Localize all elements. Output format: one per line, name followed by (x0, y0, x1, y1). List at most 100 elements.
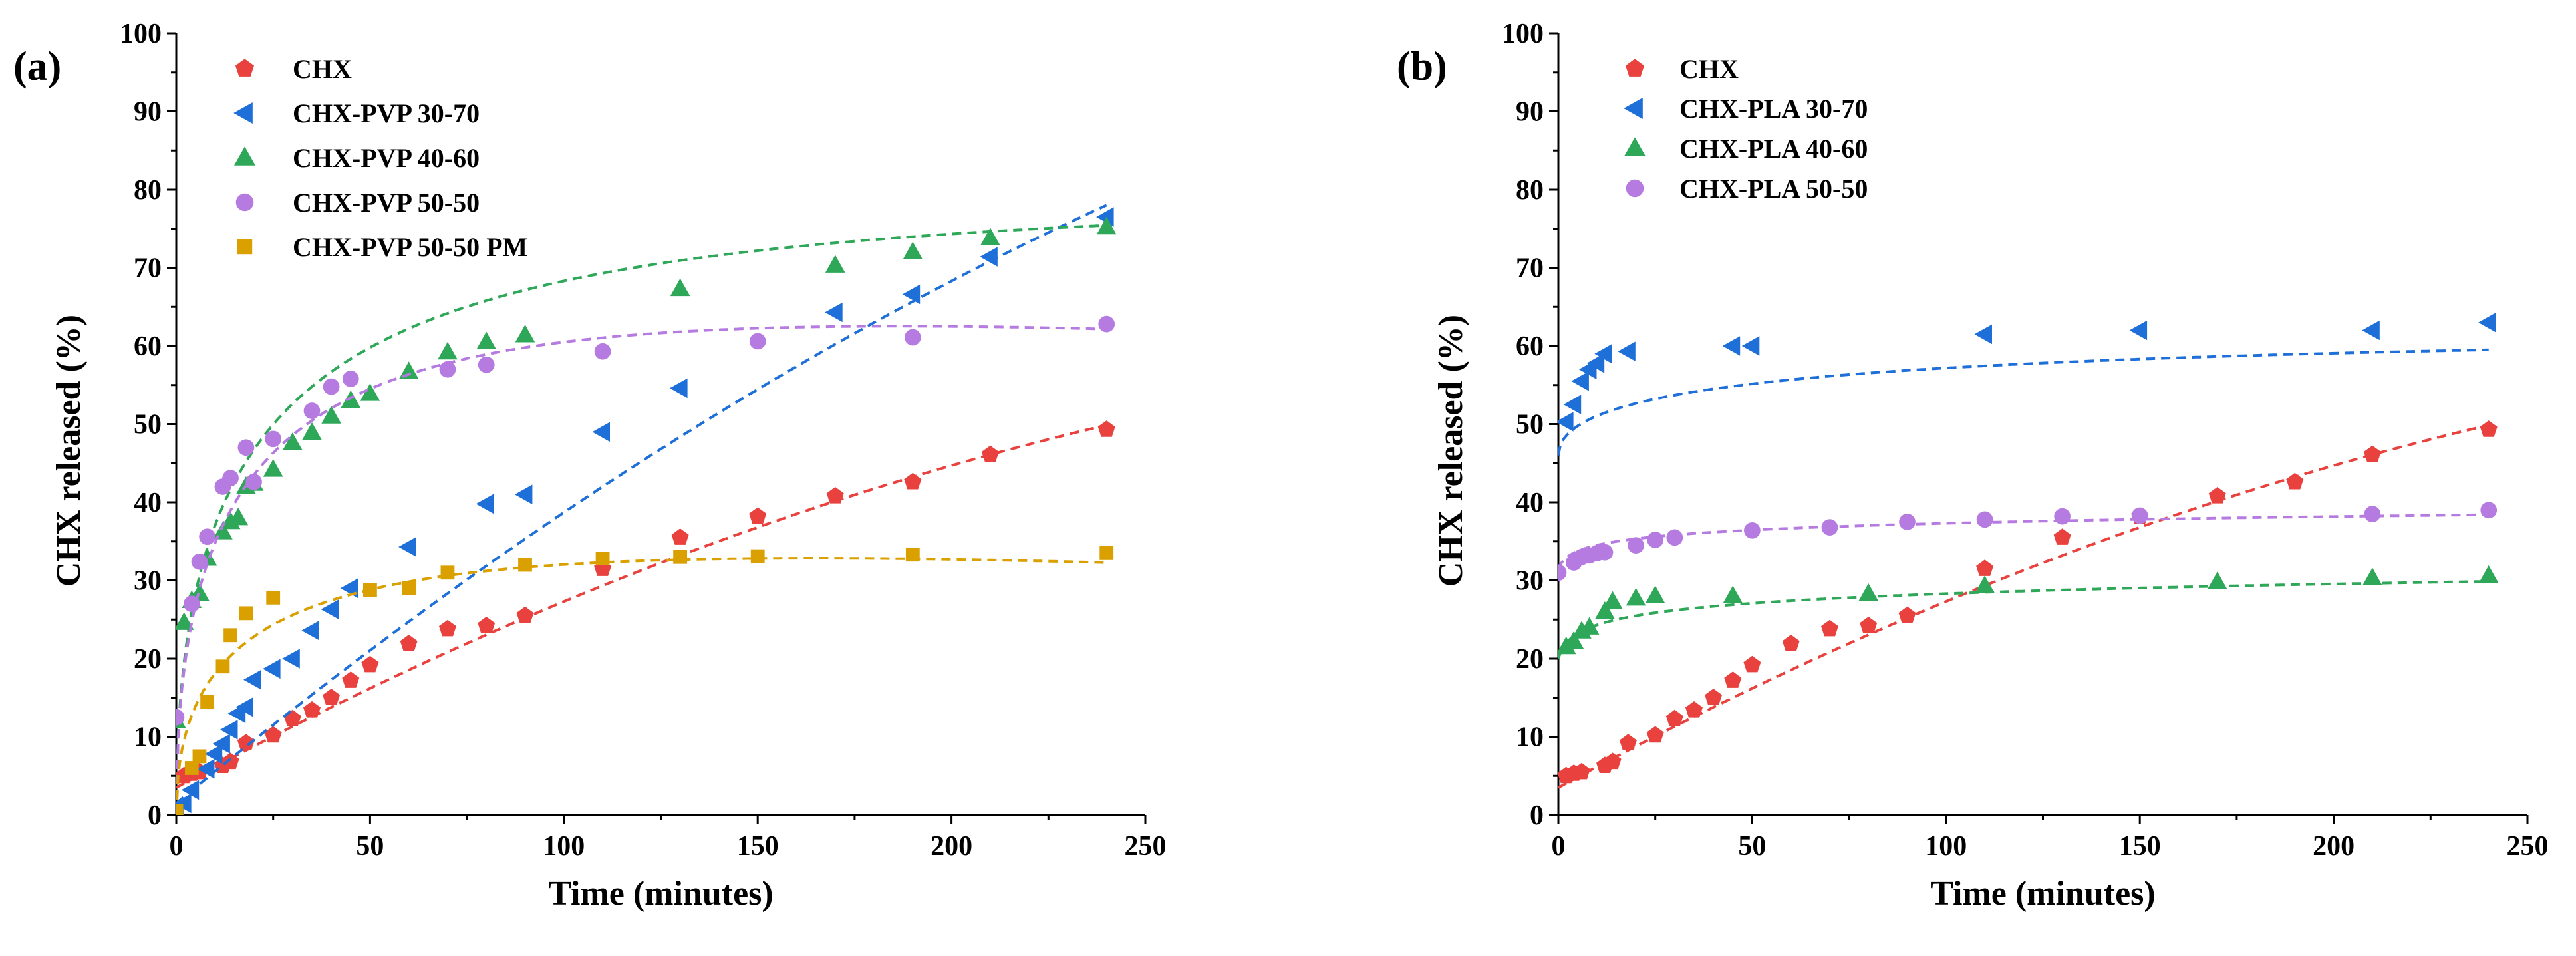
data-point (176, 804, 184, 815)
panel-label: (a) (13, 44, 61, 89)
data-point (1602, 591, 1623, 609)
y-tick-label: 0 (1530, 800, 1544, 831)
data-point (212, 734, 230, 754)
data-point (1628, 537, 1644, 554)
legend-marker (1624, 98, 1643, 119)
x-tick-label: 50 (356, 831, 384, 862)
data-point (321, 406, 341, 424)
data-point (476, 331, 497, 349)
data-point (902, 284, 921, 305)
legend-marker (233, 102, 253, 124)
data-point (323, 689, 341, 705)
data-point (1723, 585, 1743, 603)
y-axis-title: CHX released (%) (1432, 315, 1470, 587)
data-point (1821, 519, 1838, 536)
data-point (2208, 487, 2226, 504)
data-point (981, 445, 999, 462)
data-point (438, 341, 458, 360)
data-point (1976, 511, 1993, 528)
fit-curve-circle (1558, 513, 2489, 569)
data-point (1647, 532, 1664, 548)
data-point (1098, 315, 1115, 333)
data-point (239, 606, 253, 621)
data-point (514, 484, 533, 505)
data-point (303, 402, 321, 419)
panel-b: 0 50 100 150 200 250 0 10 20 30 40 50 60 70 80 90 100 Tim… (1397, 19, 2549, 913)
legend-marker (235, 59, 254, 77)
data-point (2478, 565, 2499, 583)
data-point (263, 659, 281, 679)
data-point (2362, 567, 2382, 585)
data-point (243, 669, 261, 690)
data-point (1618, 341, 1636, 361)
data-point (303, 701, 321, 718)
y-tick-label: 30 (134, 566, 162, 597)
legend-marker (237, 239, 253, 255)
data-point (283, 432, 303, 450)
data-point (361, 655, 379, 673)
panel-label: (b) (1397, 44, 1447, 89)
legend-marker (234, 146, 255, 166)
data-point (321, 599, 339, 619)
x-tick-label: 200 (930, 831, 972, 862)
data-point (2480, 502, 2498, 519)
data-point (1685, 701, 1703, 718)
data-point (264, 726, 282, 743)
data-point (176, 612, 194, 630)
legend-label: CHX-PVP 50-50 PM (293, 232, 527, 262)
data-point (221, 752, 239, 770)
fit-curve-triangle-up (176, 224, 1107, 815)
data-point (826, 487, 844, 504)
fit-curve-pentagon (1558, 424, 2490, 789)
data-point (670, 278, 690, 297)
data-point (191, 553, 208, 570)
data-point (1097, 420, 1115, 437)
data-point (1594, 343, 1612, 364)
data-point (905, 548, 920, 562)
data-point (440, 565, 455, 580)
legend-label: CHX-PLA 50-50 (1679, 174, 1868, 204)
data-point (1626, 587, 1646, 606)
data-point (478, 617, 496, 633)
data-point (220, 720, 238, 740)
data-point (360, 383, 380, 401)
data-point (1099, 546, 1114, 560)
data-point (213, 522, 233, 540)
data-point (1096, 216, 1117, 235)
data-point (1571, 371, 1589, 391)
data-point (282, 649, 300, 669)
data-point (1741, 336, 1760, 356)
data-point (516, 606, 534, 623)
data-point (2053, 528, 2071, 545)
x-tick-label: 150 (737, 831, 779, 862)
data-point (1564, 631, 1584, 649)
data-point (197, 758, 215, 779)
data-point (200, 695, 215, 709)
data-point (215, 659, 230, 674)
y-axis-title: CHX released (%) (50, 315, 88, 587)
legend-marker (235, 193, 254, 212)
data-point (1975, 575, 1995, 593)
data-point (323, 378, 340, 395)
legend-label: CHX-PVP 40-60 (293, 143, 480, 173)
data-point (265, 430, 282, 448)
data-point (476, 494, 494, 514)
x-tick-label: 150 (2119, 831, 2161, 862)
data-point (1705, 689, 1723, 705)
y-tick-label: 80 (134, 175, 162, 206)
data-point (204, 744, 223, 764)
data-point (1646, 726, 1664, 743)
y-tick-label: 70 (134, 253, 162, 284)
data-point (595, 552, 610, 565)
data-point (266, 590, 281, 605)
data-point (1821, 619, 1838, 637)
data-point (235, 697, 253, 717)
data-point (402, 581, 416, 595)
data-point (439, 361, 456, 378)
y-tick-label: 60 (134, 331, 162, 362)
data-point (199, 528, 215, 546)
legend-label: CHX-PVP 50-50 (293, 188, 480, 218)
plot-area (1558, 312, 2499, 789)
data-point (183, 595, 200, 613)
data-point (176, 793, 192, 814)
